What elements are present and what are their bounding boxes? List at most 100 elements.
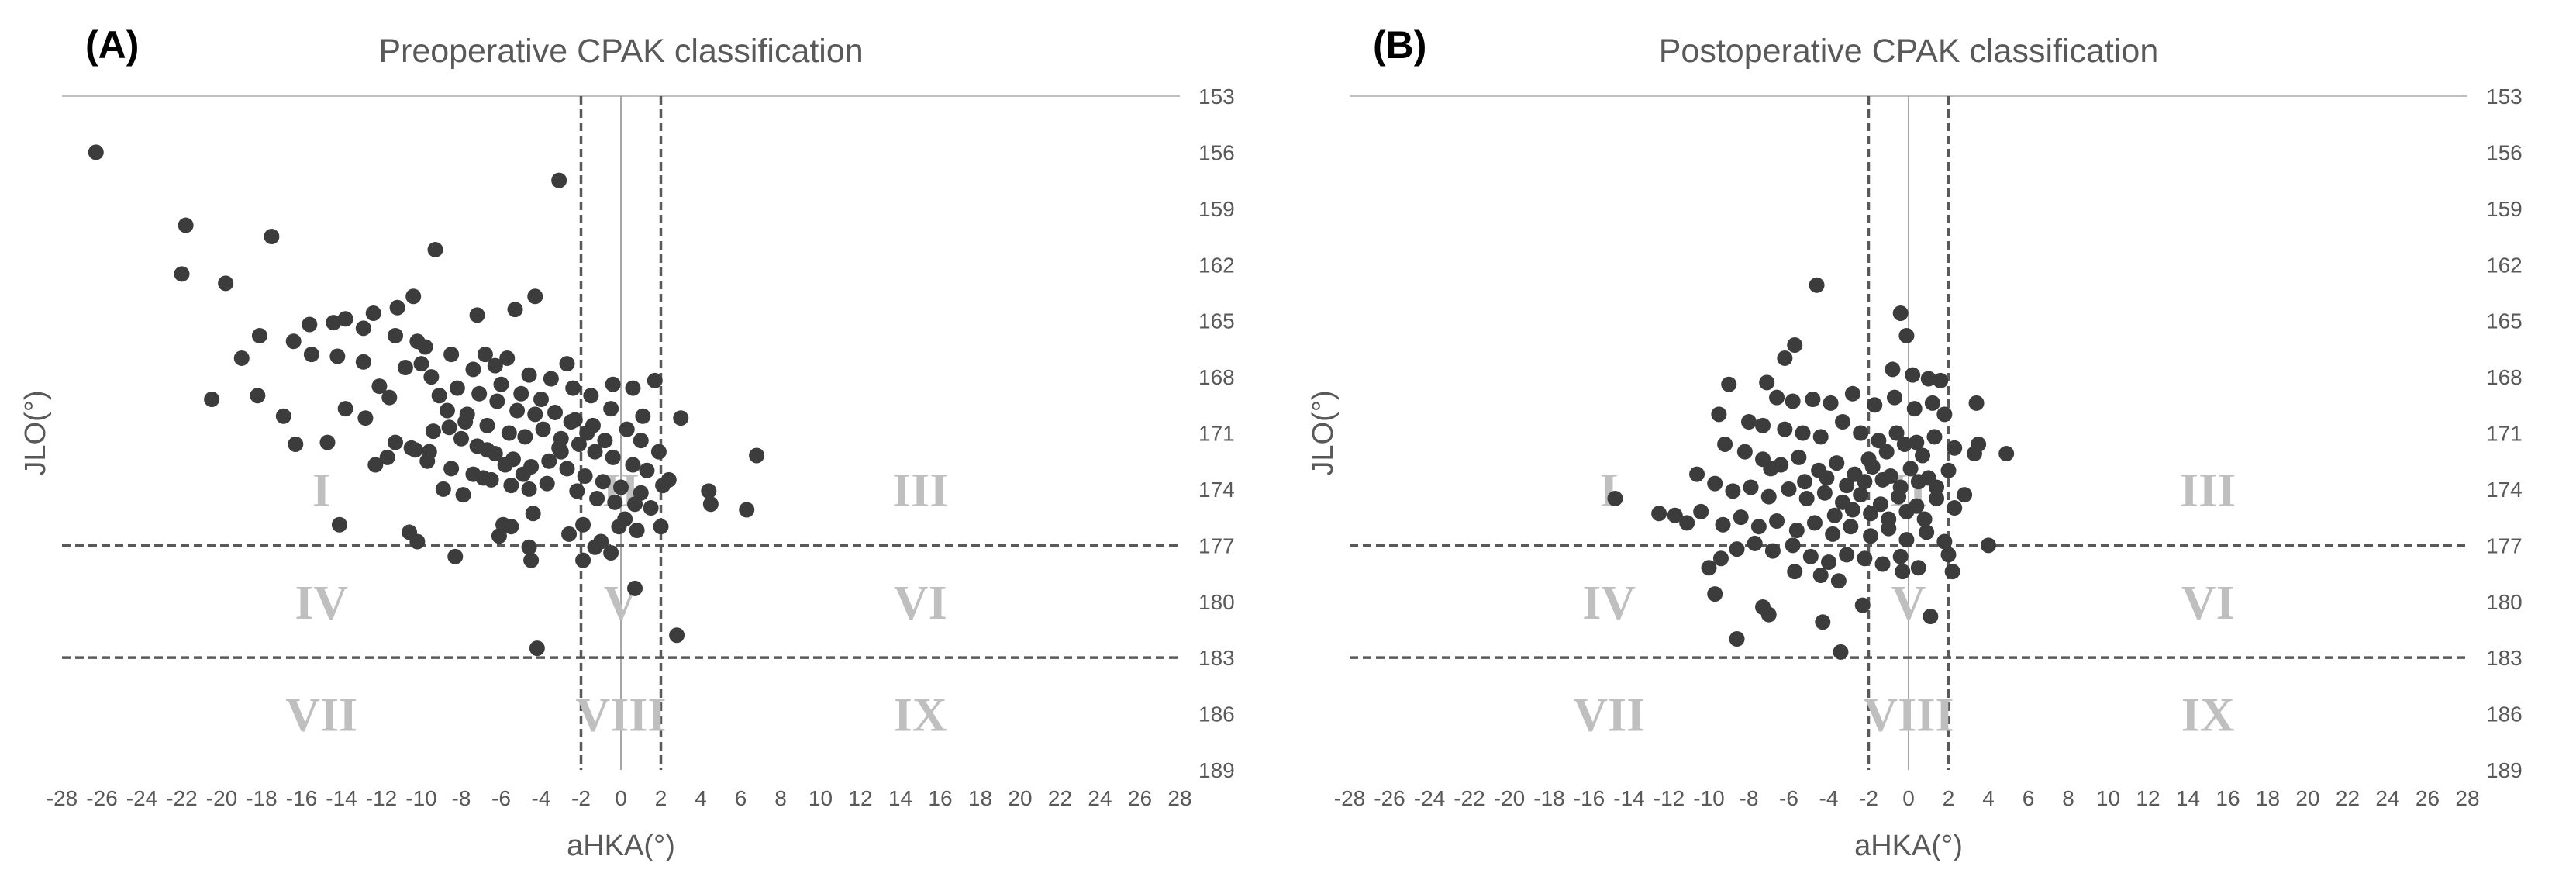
chart-a: IIIIIIIVVVIVIIVIIIIX-28-26-24-22-20-18-1… — [19, 23, 1235, 862]
x-tick-label: 28 — [1167, 786, 1191, 810]
data-point — [1885, 361, 1901, 378]
data-point — [639, 462, 655, 478]
data-point — [389, 299, 405, 316]
data-point — [1835, 414, 1851, 430]
data-point — [669, 627, 685, 644]
region-label: V — [1891, 577, 1926, 630]
data-point — [1815, 614, 1831, 630]
x-tick-label: 26 — [1128, 786, 1152, 810]
data-point — [1895, 564, 1911, 580]
data-point — [250, 388, 266, 404]
x-tick-label: 8 — [2062, 786, 2074, 810]
data-point — [593, 533, 609, 550]
data-point — [487, 357, 503, 374]
data-point — [1785, 537, 1801, 554]
x-tick-label: 18 — [968, 786, 992, 810]
data-point — [1787, 564, 1803, 580]
data-point — [405, 288, 422, 305]
y-tick-label: 159 — [2486, 197, 2523, 221]
data-point — [1924, 395, 1940, 411]
data-point — [1944, 564, 1960, 580]
region-label: IX — [894, 689, 947, 742]
data-point — [1863, 528, 1879, 544]
x-axis-label: aHKA(°) — [1854, 830, 1963, 862]
x-tick-label: 2 — [1943, 786, 1955, 810]
y-tick-label: 189 — [1198, 758, 1235, 782]
panel-label: (A) — [85, 23, 139, 67]
data-point — [388, 434, 404, 450]
data-point — [449, 380, 465, 396]
data-point — [617, 511, 633, 527]
data-point — [475, 470, 491, 486]
data-point — [643, 500, 659, 516]
data-point — [1857, 474, 1873, 490]
data-point — [575, 516, 591, 533]
data-point — [431, 388, 447, 404]
data-point — [1805, 392, 1821, 408]
data-point — [355, 354, 371, 370]
data-point — [1689, 466, 1705, 482]
region-label: VI — [894, 577, 947, 630]
data-point — [477, 347, 493, 363]
x-tick-label: 20 — [1008, 786, 1032, 810]
data-point — [1896, 436, 1912, 452]
data-point — [443, 461, 460, 477]
data-point — [439, 402, 455, 419]
data-point — [1981, 537, 1996, 554]
x-tick-label: 8 — [774, 786, 787, 810]
data-point — [527, 406, 543, 423]
x-tick-label: 18 — [2256, 786, 2280, 810]
data-point — [1929, 479, 1945, 495]
x-tick-label: -12 — [1654, 786, 1685, 810]
region-label: VI — [2181, 577, 2235, 630]
data-point — [303, 347, 319, 363]
x-tick-label: -24 — [126, 786, 157, 810]
x-tick-label: 14 — [888, 786, 912, 810]
x-tick-label: -18 — [1533, 786, 1564, 810]
data-point — [1781, 481, 1797, 497]
data-point — [275, 408, 291, 424]
y-tick-label: 168 — [2486, 365, 2523, 389]
data-point — [571, 436, 587, 452]
data-point — [1816, 485, 1833, 501]
data-point — [285, 333, 302, 350]
data-point — [455, 487, 471, 503]
x-tick-label: 24 — [2375, 786, 2399, 810]
data-point — [1812, 429, 1829, 445]
x-tick-label: 16 — [2216, 786, 2240, 810]
data-point — [1747, 535, 1763, 551]
data-point — [653, 519, 669, 535]
data-point — [288, 436, 304, 452]
data-point — [495, 516, 512, 533]
data-point — [1769, 513, 1785, 529]
x-tick-label: 4 — [1982, 786, 1995, 810]
data-point — [1711, 406, 1727, 423]
data-point — [1821, 554, 1836, 571]
data-point — [1936, 533, 1953, 550]
data-point — [619, 421, 635, 437]
data-point — [367, 457, 384, 473]
data-point — [371, 378, 388, 395]
data-point — [701, 483, 717, 499]
data-point — [1947, 500, 1963, 516]
data-point — [613, 479, 629, 495]
data-point — [1701, 560, 1717, 576]
data-point — [625, 380, 641, 396]
data-point — [605, 376, 621, 392]
y-tick-label: 156 — [2486, 140, 2523, 164]
data-point — [1764, 543, 1781, 559]
x-tick-label: -16 — [286, 786, 317, 810]
data-point — [565, 380, 581, 396]
data-point — [625, 457, 641, 473]
data-point — [527, 288, 543, 305]
x-tick-label: -10 — [405, 786, 436, 810]
data-point — [575, 552, 591, 568]
data-point — [493, 376, 509, 392]
data-point — [302, 316, 318, 333]
data-point — [1892, 305, 1909, 322]
region-label: III — [2180, 464, 2236, 517]
data-point — [459, 406, 475, 423]
data-point — [1733, 509, 1749, 526]
y-axis-label: JLO(°) — [19, 390, 52, 475]
data-point — [1787, 337, 1803, 354]
